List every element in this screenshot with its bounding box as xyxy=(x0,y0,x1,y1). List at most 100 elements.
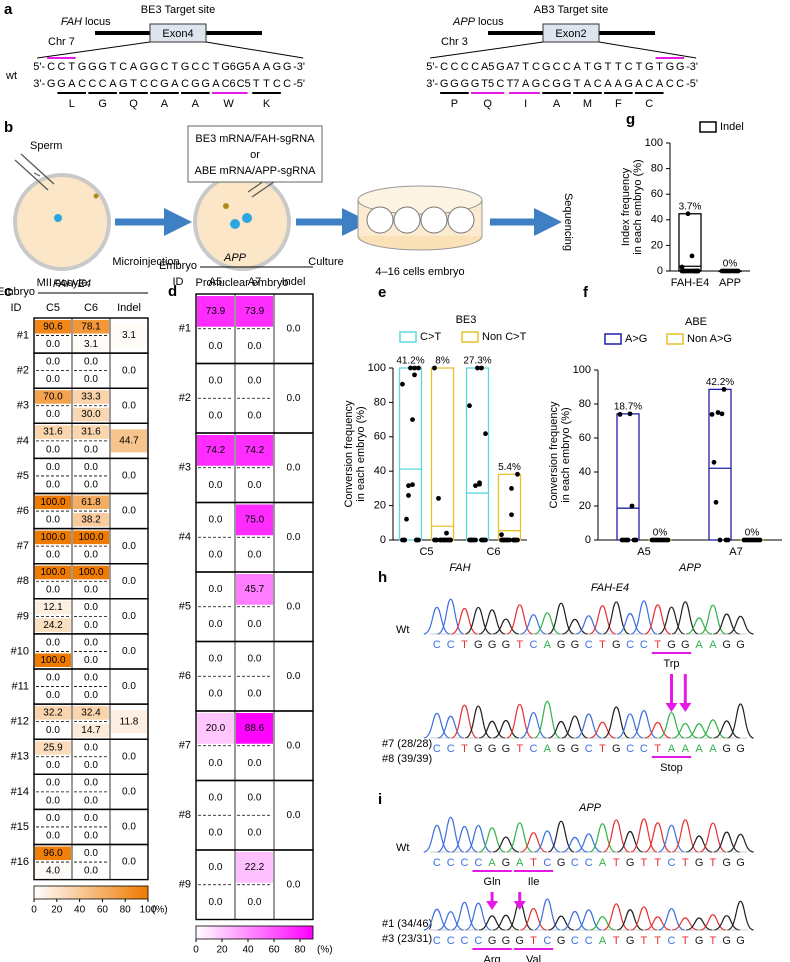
mean-label: 41.2% xyxy=(396,356,424,367)
panel-label: i xyxy=(378,791,382,808)
cell-value: 0.0 xyxy=(84,795,98,806)
trace-peak xyxy=(534,612,561,635)
cell-value: 100.0 xyxy=(40,567,65,578)
y-tick-label: 100 xyxy=(573,364,591,376)
trace-label: #1 (34/46) xyxy=(382,918,432,930)
row-id: #4 xyxy=(17,435,29,447)
range-box xyxy=(398,367,423,541)
heat-cell xyxy=(35,635,71,650)
trace-peak xyxy=(492,836,520,853)
heat-cell xyxy=(111,604,147,628)
trace-peak xyxy=(589,721,616,739)
heat-cell xyxy=(35,460,71,474)
heat-cell xyxy=(73,565,109,580)
heat-cell xyxy=(197,852,234,883)
base: A xyxy=(253,61,261,73)
data-point xyxy=(442,537,447,543)
base: C6 xyxy=(222,78,236,90)
cell-value: 0.0 xyxy=(122,541,136,552)
locus-gene: APP xyxy=(452,16,476,28)
cell-value: 25.9 xyxy=(43,743,63,754)
locus-word: locus xyxy=(85,16,111,28)
heat-cell xyxy=(197,608,234,640)
data-point xyxy=(711,459,717,465)
heat-cell xyxy=(73,548,109,562)
exon-box xyxy=(149,23,207,43)
base: C xyxy=(645,78,653,90)
heat-cell xyxy=(111,464,147,488)
heat-cell xyxy=(35,688,71,703)
amino-acid: C xyxy=(645,98,653,110)
heat-cell xyxy=(73,320,109,334)
legend-label: Indel xyxy=(720,121,744,133)
data-point xyxy=(406,493,411,498)
trace-peak xyxy=(589,605,616,635)
colorbar-tick-label: 60 xyxy=(268,945,280,956)
heat-cell xyxy=(35,337,71,352)
data-point xyxy=(629,503,635,509)
y-tick-label: 20 xyxy=(651,239,663,251)
cell-value: 0.0 xyxy=(46,690,60,701)
cell-value: 0.0 xyxy=(122,751,136,762)
cell-value: 0.0 xyxy=(209,584,223,595)
data-point xyxy=(709,411,715,417)
x-tick-label: FAH-E4 xyxy=(671,277,710,289)
step-label: Sequencing xyxy=(562,193,574,251)
row-id: #1 xyxy=(17,329,29,341)
trace-peak xyxy=(492,618,520,635)
trace-peak xyxy=(547,915,575,931)
trace-peak xyxy=(547,820,575,853)
row-border xyxy=(195,849,314,921)
colorbar-tick-label: 0 xyxy=(193,945,199,956)
cell-value: 0.0 xyxy=(122,576,136,587)
base: A xyxy=(68,78,76,90)
embryo xyxy=(447,206,475,234)
base: C xyxy=(202,61,210,73)
heat-cell xyxy=(35,828,71,843)
heat-cell xyxy=(35,741,71,755)
heat-cell xyxy=(111,815,147,839)
amino-acid: M xyxy=(583,98,592,110)
data-point xyxy=(735,268,741,274)
cell-value: 0.0 xyxy=(209,654,223,665)
cell-value: 0.0 xyxy=(209,793,223,804)
chart-title: ABE xyxy=(685,316,707,328)
base: C xyxy=(542,78,550,90)
row-id: #5 xyxy=(17,470,29,482)
base: T xyxy=(253,78,260,90)
trace-peak xyxy=(672,917,699,931)
mean-label: 42.2% xyxy=(706,377,734,388)
cell-value: 0.0 xyxy=(46,339,60,350)
data-point xyxy=(406,483,411,489)
trace-peak xyxy=(630,818,658,853)
cell-value: 0.0 xyxy=(84,637,98,648)
x-axis-label: APP xyxy=(678,562,702,574)
data-point xyxy=(475,365,480,371)
data-point xyxy=(438,537,443,543)
mutation-arrowhead xyxy=(665,703,678,712)
base: T xyxy=(263,78,270,90)
cell-value: 61.8 xyxy=(81,497,101,508)
trace-peak xyxy=(547,602,575,635)
cell-value: 0.0 xyxy=(287,323,301,334)
data-point xyxy=(509,512,514,518)
cell-value: 3.1 xyxy=(84,339,98,350)
row-id: #8 xyxy=(179,809,191,821)
colorbar xyxy=(195,925,314,940)
base: G xyxy=(563,78,572,90)
cell-value: 0.0 xyxy=(248,897,262,908)
cell-value: 33.3 xyxy=(81,392,101,403)
site-title: AB3 Target site xyxy=(534,4,608,16)
heat-cell xyxy=(73,355,109,369)
base: C xyxy=(119,61,127,73)
heat-cell xyxy=(35,390,71,404)
x-tick-label: C6 xyxy=(486,546,500,558)
base: G xyxy=(181,61,190,73)
cell-value: 0.0 xyxy=(122,365,136,376)
base: C xyxy=(594,78,602,90)
trace-peak xyxy=(713,915,740,931)
base: G xyxy=(273,61,282,73)
strand-end: -3' xyxy=(686,61,698,73)
range-box xyxy=(465,367,490,541)
